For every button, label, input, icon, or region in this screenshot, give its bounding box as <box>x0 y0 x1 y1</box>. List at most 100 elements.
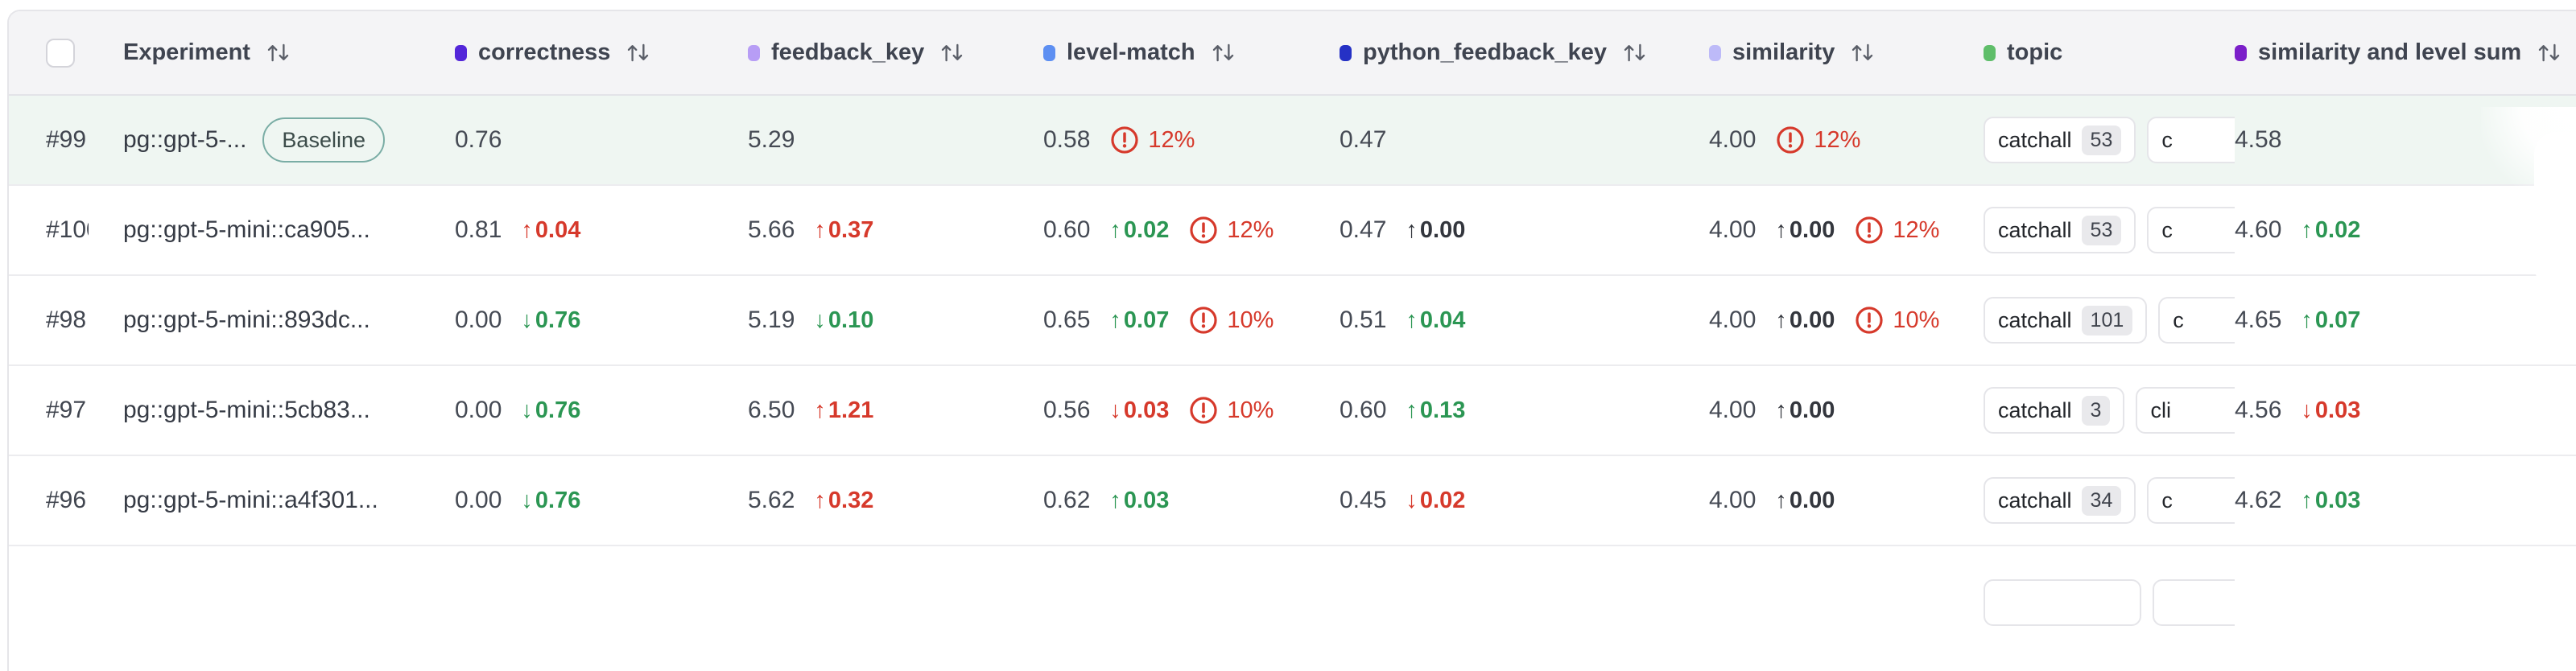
delta-value: 0.37 <box>828 216 874 243</box>
header-level-match[interactable]: level-match <box>1043 39 1340 66</box>
delta-arrow: ↓ <box>1109 397 1121 423</box>
experiment-cell[interactable]: pg::gpt-5-mini::a4f301... <box>89 487 455 514</box>
select-all-checkbox[interactable] <box>46 38 75 68</box>
table-row[interactable]: #98 pg::gpt-5-mini::893dc... 0.00 ↓ 0.76 … <box>9 276 2576 366</box>
vertical-scrollbar-thumb[interactable] <box>2534 132 2576 289</box>
metric-value: 4.00 <box>1709 487 1757 513</box>
delta-arrow: ↑ <box>1775 307 1787 333</box>
delta: ↑ 0.00 <box>1775 217 1835 244</box>
metric-value: 4.62 <box>2235 487 2282 513</box>
topic-pill-clipped[interactable]: c <box>2147 117 2235 163</box>
header-topic[interactable]: topic <box>1984 39 2235 66</box>
table-row[interactable]: #96 pg::gpt-5-mini::a4f301... 0.00 ↓ 0.76… <box>9 456 2576 546</box>
delta-arrow: ↑ <box>1406 397 1418 423</box>
sort-icon[interactable] <box>265 39 291 66</box>
delta: ↑ 0.32 <box>814 488 873 514</box>
sum-cell: 4.58 <box>2235 126 2576 154</box>
topic-cell: catchall 101 c <box>1984 297 2235 344</box>
metric-value: 0.00 <box>455 397 502 423</box>
delta-value: 1.21 <box>828 397 874 423</box>
delta-value: 0.07 <box>2314 307 2361 333</box>
metric-value: 4.65 <box>2235 307 2282 333</box>
header-experiment[interactable]: Experiment <box>89 39 455 66</box>
topic-pill-clipped[interactable]: cli <box>2136 387 2235 434</box>
delta-value: 0.76 <box>535 397 581 423</box>
feedback-key-cell: 5.29 <box>748 126 1043 154</box>
metric-value: 0.60 <box>1340 397 1387 423</box>
python-feedback-key-cell: 0.47 <box>1340 126 1709 154</box>
row-number: #96 <box>46 487 87 513</box>
feedback-key-cell: 6.50 ↑ 1.21 <box>748 397 1043 424</box>
metric-value: 0.00 <box>455 307 502 333</box>
warning-icon <box>1190 307 1217 334</box>
delta: ↑ 0.37 <box>814 217 873 244</box>
delta: ↓ 0.03 <box>1109 397 1169 424</box>
warning-percent: 12% <box>1227 216 1274 243</box>
topic-count: 3 <box>2081 395 2111 426</box>
level-match-cell: 0.58 12% <box>1043 125 1340 155</box>
delta: ↓ 0.76 <box>521 488 580 514</box>
delta: ↑ 0.07 <box>1109 307 1169 334</box>
topic-pill-clipped[interactable]: c <box>2147 207 2235 253</box>
metric-value: 5.19 <box>748 307 795 333</box>
topic-cell: catchall 53 c <box>1984 207 2235 253</box>
metric-value: 0.51 <box>1340 307 1387 333</box>
topic-pill-clipped[interactable]: c <box>2147 477 2235 524</box>
topic-label: c <box>2161 127 2173 152</box>
delta-value: 0.00 <box>1789 487 1835 513</box>
metric-value: 4.00 <box>1709 307 1757 333</box>
topic-pill[interactable]: catchall 53 <box>1984 117 2136 163</box>
table-row[interactable]: #100 pg::gpt-5-mini::ca905... 0.81 ↑0.04… <box>9 186 2576 276</box>
delta-arrow: ↑ <box>2301 216 2313 243</box>
metric-value: 0.65 <box>1043 307 1091 333</box>
topic-pill-clipped[interactable] <box>2153 579 2235 626</box>
metric-value: 4.00 <box>1709 397 1757 423</box>
sort-icon[interactable] <box>1621 39 1648 66</box>
row-number-cell: #99 <box>9 126 89 154</box>
experiment-cell[interactable]: pg::gpt-5-... Baseline <box>89 117 455 163</box>
sort-icon[interactable] <box>2536 39 2562 66</box>
header-similarity[interactable]: similarity <box>1709 39 1984 66</box>
table-row[interactable]: #99 pg::gpt-5-... Baseline 0.76 5.29 0.5… <box>9 96 2576 186</box>
delta-value: 0.00 <box>1789 397 1835 423</box>
sort-icon[interactable] <box>1849 39 1876 66</box>
level-match-cell: 0.62 ↑ 0.03 <box>1043 487 1340 514</box>
warning-badge: 10% <box>1188 395 1274 426</box>
experiment-cell[interactable]: pg::gpt-5-mini::893dc... <box>89 307 455 334</box>
topic-pill[interactable] <box>1984 579 2141 626</box>
topic-pill-clipped[interactable]: c <box>2158 297 2235 344</box>
correctness-cell: 0.00 ↓ 0.76 <box>455 397 748 424</box>
topic-label: catchall <box>1998 488 2072 513</box>
topic-pill[interactable]: catchall 101 <box>1984 297 2148 344</box>
warning-badge: 12% <box>1854 215 1939 245</box>
header-correctness[interactable]: correctness <box>455 39 748 66</box>
metric-value: 5.66 <box>748 216 795 243</box>
metric-value: 0.60 <box>1043 216 1091 243</box>
column-label: similarity <box>1732 39 1835 65</box>
topic-pill[interactable]: catchall 3 <box>1984 387 2125 434</box>
experiment-cell[interactable]: pg::gpt-5-mini::5cb83... <box>89 397 455 424</box>
experiment-cell[interactable]: pg::gpt-5-mini::ca905... <box>89 216 455 244</box>
topic-pill[interactable]: catchall 34 <box>1984 477 2136 524</box>
column-label: Experiment <box>123 39 250 65</box>
topic-label: c <box>2161 217 2173 242</box>
column-label: topic <box>2007 39 2063 65</box>
sort-icon[interactable] <box>939 39 965 66</box>
delta: ↑ 0.03 <box>2301 488 2360 514</box>
topic-label: catchall <box>1998 397 2072 422</box>
sort-icon[interactable] <box>1210 39 1236 66</box>
header-feedback-key[interactable]: feedback_key <box>748 39 1043 66</box>
header-python-feedback-key[interactable]: python_feedback_key <box>1340 39 1709 66</box>
table-row[interactable]: #97 pg::gpt-5-mini::5cb83... 0.00 ↓ 0.76 … <box>9 366 2576 456</box>
header-similarity-and-level-sum[interactable]: similarity and level sum <box>2235 39 2576 66</box>
table-row-partial[interactable] <box>9 546 2576 659</box>
topic-pill[interactable]: catchall 53 <box>1984 207 2136 253</box>
level-match-cell: 0.65 ↑ 0.07 10% <box>1043 305 1340 336</box>
delta-arrow: ↓ <box>814 307 826 333</box>
delta: ↓ 0.76 <box>521 397 580 424</box>
metric-value: 0.56 <box>1043 397 1091 423</box>
sort-icon[interactable] <box>625 39 651 66</box>
row-number: #99 <box>46 126 87 153</box>
similarity-cell: 4.00 ↑ 0.00 <box>1709 397 1984 424</box>
metric-value: 5.62 <box>748 487 795 513</box>
